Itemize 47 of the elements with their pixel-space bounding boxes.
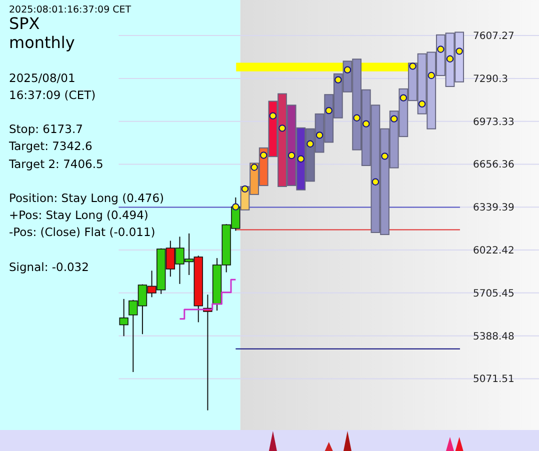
point <box>241 185 249 193</box>
point <box>456 48 463 55</box>
y-tick-label: 5388.48 <box>473 331 514 342</box>
point <box>278 124 286 132</box>
point <box>381 152 388 160</box>
text: Target 2: 7406.5 <box>8 157 104 172</box>
point <box>372 178 380 186</box>
y-tick-label: 5071.51 <box>473 374 514 386</box>
point <box>400 94 407 102</box>
point <box>232 203 240 210</box>
point <box>260 152 268 159</box>
y-tick-label: 5705.45 <box>473 288 514 300</box>
point <box>418 100 426 108</box>
point <box>446 55 454 62</box>
point <box>297 155 304 162</box>
y-tick-label: 6973.33 <box>473 116 514 128</box>
y-tick-label: 7607.27 <box>473 31 514 42</box>
annotation: +Pos: Stay Long (0.494) <box>9 208 148 222</box>
point <box>269 112 277 120</box>
text: SPX <box>9 14 40 33</box>
point <box>353 114 360 122</box>
text: Signal: -0.032 <box>9 260 89 274</box>
point <box>428 72 435 80</box>
point <box>344 66 352 74</box>
point <box>325 106 332 114</box>
point <box>250 164 258 171</box>
point <box>316 132 324 139</box>
text: 2025/08/01 <box>9 71 76 86</box>
text: 16:37:09 (CET) <box>9 88 96 102</box>
y-tick-label: 6339.39 <box>473 202 514 214</box>
text: Target: 7342.6 <box>8 139 92 154</box>
point <box>390 115 398 122</box>
y-tick-label: 7290.3 <box>473 74 508 85</box>
point <box>437 46 444 53</box>
text: Stop: 6173.7 <box>9 122 83 136</box>
annotation: 2025:08:01:16:37:09 CET <box>9 4 132 16</box>
point <box>334 76 342 84</box>
y-tick-label: 6656.36 <box>473 160 514 171</box>
point <box>288 152 296 160</box>
point <box>409 62 416 70</box>
annotation: -Pos: (Close) Flat (-0.011) <box>9 225 156 240</box>
annotation: Position: Stay Long (0.476) <box>9 191 164 206</box>
candlestick <box>119 298 128 337</box>
y-tick-label: 6022.42 <box>473 246 514 257</box>
point <box>362 120 370 128</box>
point <box>306 140 314 148</box>
text: monthly <box>9 33 75 52</box>
